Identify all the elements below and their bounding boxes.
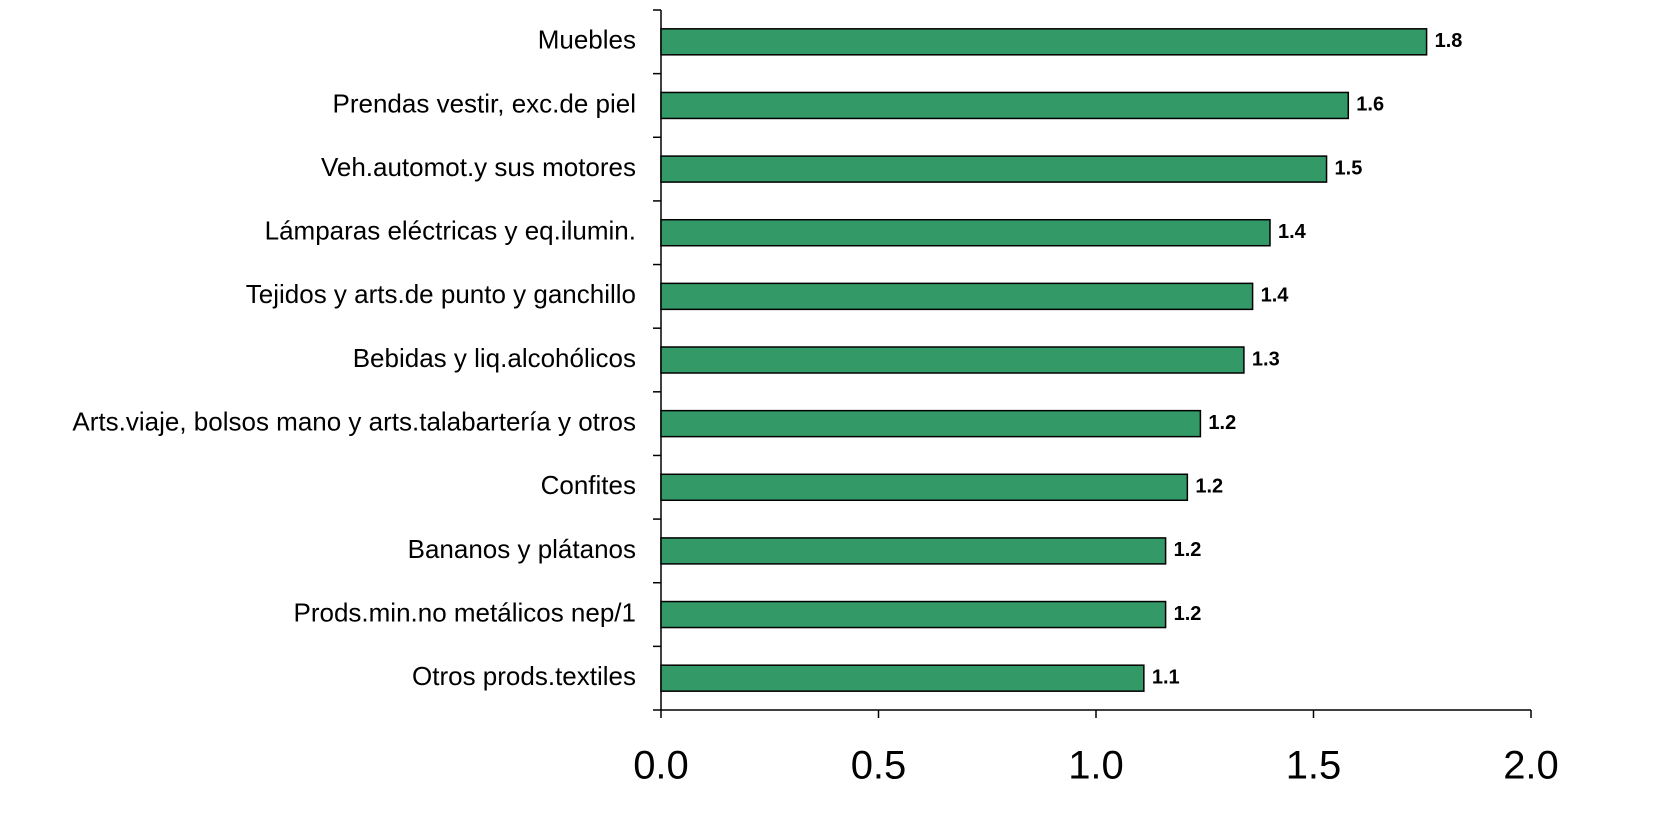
value-label: 1.4	[1261, 285, 1290, 307]
value-label: 1.2	[1208, 412, 1236, 434]
y-tick-label: Lámparas eléctricas y eq.ilumin.	[265, 216, 636, 246]
bar	[660, 91, 1350, 120]
bar	[660, 346, 1245, 374]
bar	[660, 537, 1167, 565]
value-label: 1.2	[1174, 539, 1202, 561]
y-tick-label: Arts.viaje, bolsos mano y arts.talabarte…	[72, 407, 636, 437]
y-tick-label: Bananos y plátanos	[408, 534, 636, 564]
x-tick-label: 0.5	[851, 744, 907, 788]
x-tick-label: 1.0	[1068, 744, 1124, 788]
value-label: 1.2	[1195, 476, 1223, 498]
bar	[660, 28, 1428, 56]
x-tick-label: 1.5	[1286, 744, 1342, 788]
y-tick-label: Prendas vestir, exc.de piel	[333, 88, 637, 118]
x-tick-label: 0.0	[633, 744, 689, 788]
bar	[660, 282, 1254, 311]
y-tick-label: Confites	[541, 470, 636, 500]
value-label: 1.5	[1335, 157, 1363, 179]
y-tick-label: Bebidas y liq.alcohólicos	[353, 343, 636, 373]
value-label: 1.8	[1435, 30, 1463, 52]
bar	[660, 473, 1189, 502]
bar	[660, 155, 1328, 183]
value-label: 1.2	[1174, 603, 1202, 625]
y-tick-label: Tejidos y arts.de punto y ganchillo	[246, 279, 636, 309]
y-tick-label: Veh.automot.y sus motores	[321, 152, 636, 182]
value-label: 1.1	[1152, 666, 1180, 688]
bar	[660, 409, 1202, 438]
y-tick-label: Otros prods.textiles	[412, 661, 636, 691]
value-label: 1.4	[1278, 221, 1307, 243]
y-tick-label: Muebles	[538, 25, 636, 55]
bar	[660, 218, 1271, 247]
value-label: 1.3	[1252, 348, 1280, 370]
value-label: 1.6	[1356, 94, 1384, 116]
x-tick-label: 2.0	[1503, 744, 1559, 788]
bar	[660, 664, 1145, 692]
bar	[660, 600, 1167, 629]
y-tick-label: Prods.min.no metálicos nep/1	[293, 597, 636, 627]
